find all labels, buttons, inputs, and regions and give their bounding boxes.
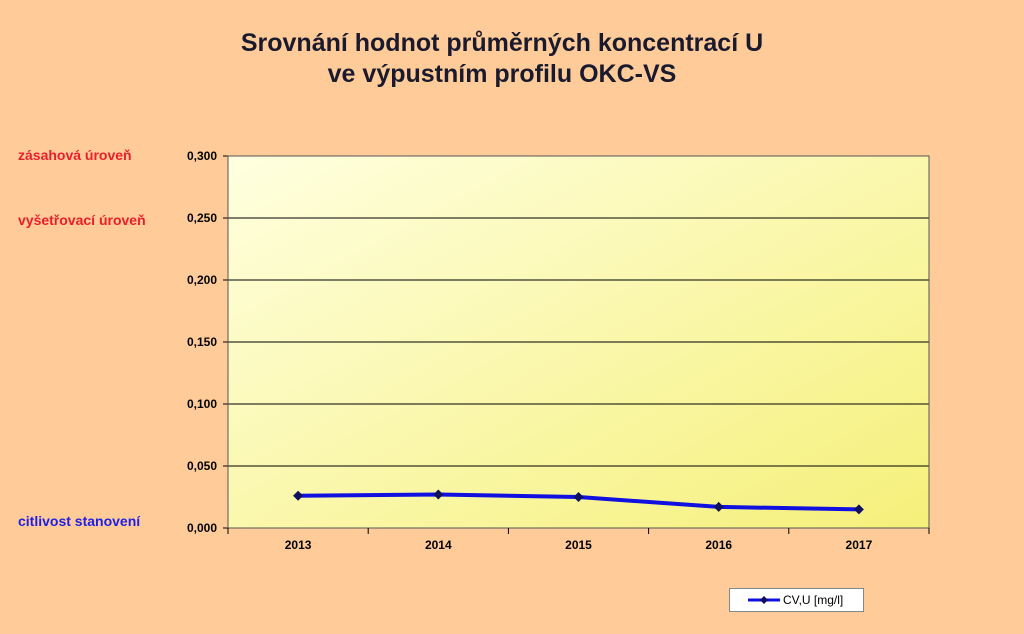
y-tick-label: 0,100 xyxy=(187,397,217,411)
y-tick-label: 0,000 xyxy=(187,521,217,535)
x-tick-label: 2013 xyxy=(285,538,312,552)
legend-series-label: CV,U [mg/l] xyxy=(783,593,844,607)
data-point xyxy=(853,504,864,515)
y-tick-label: 0,050 xyxy=(187,459,217,473)
legend-series-marker xyxy=(748,596,780,604)
y-tick-label: 0,200 xyxy=(187,273,217,287)
y-tick-label: 0,250 xyxy=(187,211,217,225)
chart-title-line-1: Srovnání hodnot průměrných koncentrací U xyxy=(240,29,764,57)
intervention-level-label: zásahová úroveň xyxy=(18,147,132,163)
detection-limit-label: citlivost stanovení xyxy=(18,513,141,529)
data-point xyxy=(573,492,584,502)
data-point xyxy=(293,490,304,501)
chart-title: Srovnání hodnot průměrných koncentrací U… xyxy=(0,28,1004,90)
chart-title-line-2: ve výpustním profilu OKC-VS xyxy=(327,60,677,88)
x-tick-label: 2014 xyxy=(425,538,452,552)
plot-border xyxy=(227,155,930,529)
y-tick-label: 0,150 xyxy=(187,335,217,349)
data-point xyxy=(433,489,444,500)
x-tick-label: 2016 xyxy=(705,538,732,552)
data-point xyxy=(713,501,724,512)
chart-legend: CV,U [mg/l] xyxy=(729,588,864,612)
x-tick-label: 2017 xyxy=(846,538,873,552)
x-tick-label: 2015 xyxy=(565,538,592,552)
y-tick-label: 0,300 xyxy=(187,149,217,163)
investigation-level-label: vyšetřovací úroveň xyxy=(18,212,146,228)
